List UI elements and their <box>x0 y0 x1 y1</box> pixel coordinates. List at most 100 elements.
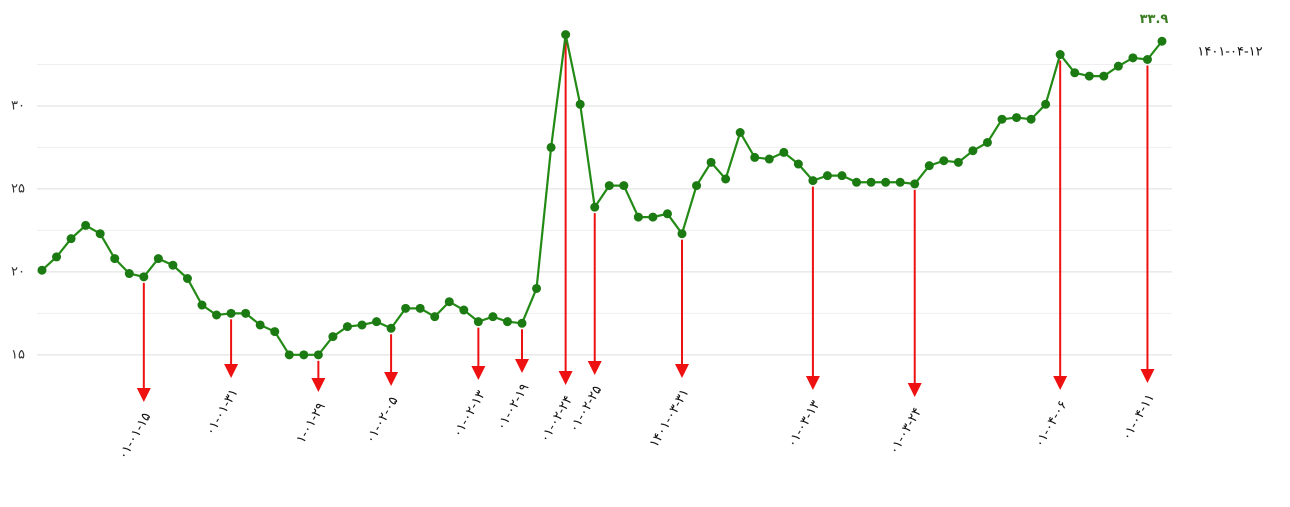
x-annotation-label: ۰۱-۰۲-۲۵ <box>567 383 606 435</box>
arrow-head <box>587 361 602 375</box>
arrow-head <box>224 364 239 378</box>
arrow-head <box>515 359 529 373</box>
point <box>546 142 556 152</box>
point <box>139 272 149 282</box>
point <box>721 174 731 184</box>
point <box>1041 99 1051 109</box>
point <box>430 312 440 322</box>
point <box>153 254 163 264</box>
arrow-head <box>311 378 326 392</box>
x-annotation-label: ۰۱-۰۱-۳۱ <box>203 386 242 438</box>
point <box>284 350 294 360</box>
point <box>313 350 323 360</box>
point <box>648 212 658 222</box>
point <box>357 320 367 330</box>
point <box>1113 61 1123 71</box>
point <box>881 177 891 187</box>
point <box>532 283 542 293</box>
point <box>197 300 207 310</box>
y-tick-label: ۳۰ <box>11 98 25 113</box>
point <box>52 252 62 262</box>
x-annotation-label: ۰۱-۰۴-۰۶ <box>1032 398 1071 450</box>
point <box>808 176 818 186</box>
point <box>270 327 280 337</box>
point <box>764 154 774 164</box>
y-tick-label: ۲۰ <box>11 264 25 279</box>
x-annotation-label: ۰۱-۰۲-۱۹ <box>494 381 533 433</box>
point <box>95 229 105 239</box>
x-annotation-label: ۰۱-۰۲-۰۵ <box>363 394 402 446</box>
point <box>328 332 338 342</box>
arrow-head <box>805 376 820 390</box>
point <box>779 147 789 157</box>
point <box>386 323 396 333</box>
point <box>342 322 352 332</box>
point <box>735 128 745 137</box>
point <box>81 220 91 230</box>
point <box>299 350 309 360</box>
point <box>633 212 643 222</box>
point <box>459 305 469 315</box>
arrow-head <box>1053 376 1068 390</box>
point <box>66 234 76 244</box>
point <box>1157 36 1167 46</box>
point <box>939 156 949 166</box>
arrow-head <box>384 372 399 386</box>
point <box>910 179 920 189</box>
y-tick-label: ۲۵ <box>11 181 25 196</box>
point <box>1055 50 1065 60</box>
point <box>517 318 527 328</box>
point <box>692 181 702 191</box>
point <box>953 157 963 167</box>
arrow-head <box>558 371 573 385</box>
x-annotation-label: ۰۱-۰۱-۱۵ <box>116 410 155 462</box>
point <box>1026 114 1036 124</box>
point <box>604 181 614 191</box>
point <box>110 254 120 264</box>
point <box>924 161 934 171</box>
arrow-head <box>1140 369 1155 383</box>
point <box>866 177 876 187</box>
x-annotation-label: ۰۱-۰۳-۲۴ <box>887 405 926 457</box>
last-date-label: ۱۴۰۱-۰۴-۱۲ <box>1197 45 1262 60</box>
point <box>575 99 585 109</box>
x-annotation-label: ۰۱-۰۲-۱۳ <box>450 388 489 440</box>
arrow-head <box>675 364 689 378</box>
point <box>822 171 832 181</box>
point <box>619 181 629 191</box>
point <box>226 308 236 318</box>
point <box>793 159 803 169</box>
x-annotation-label: ۱-۰۱-۲۹ <box>294 400 329 446</box>
point <box>590 202 600 212</box>
point <box>502 317 512 327</box>
point <box>168 260 178 270</box>
point <box>488 312 498 322</box>
line <box>41 34 1163 356</box>
point <box>401 303 411 313</box>
x-annotation-label: ۱۴۰۱-۰۳-۳۱ <box>647 386 693 450</box>
point <box>444 297 454 307</box>
point <box>212 310 222 320</box>
point <box>837 171 847 181</box>
point <box>372 317 382 327</box>
arrow-head <box>907 383 922 397</box>
point <box>255 320 265 330</box>
point <box>750 152 760 162</box>
point <box>662 209 672 219</box>
point <box>415 303 425 313</box>
point <box>677 229 687 239</box>
point <box>182 274 192 283</box>
point <box>1084 71 1094 81</box>
point <box>561 30 571 40</box>
arrow-head <box>471 366 486 380</box>
point <box>124 269 134 279</box>
x-annotation-label: ۰۱-۰۴-۱۱ <box>1119 391 1158 443</box>
point <box>473 317 483 327</box>
arrow-head <box>136 388 151 402</box>
value-label: ۳۳.۹ <box>1140 12 1169 27</box>
x-annotation-label: ۰۱-۰۳-۱۳ <box>785 398 824 450</box>
point <box>706 157 716 167</box>
point <box>1142 55 1152 64</box>
point <box>852 177 862 187</box>
